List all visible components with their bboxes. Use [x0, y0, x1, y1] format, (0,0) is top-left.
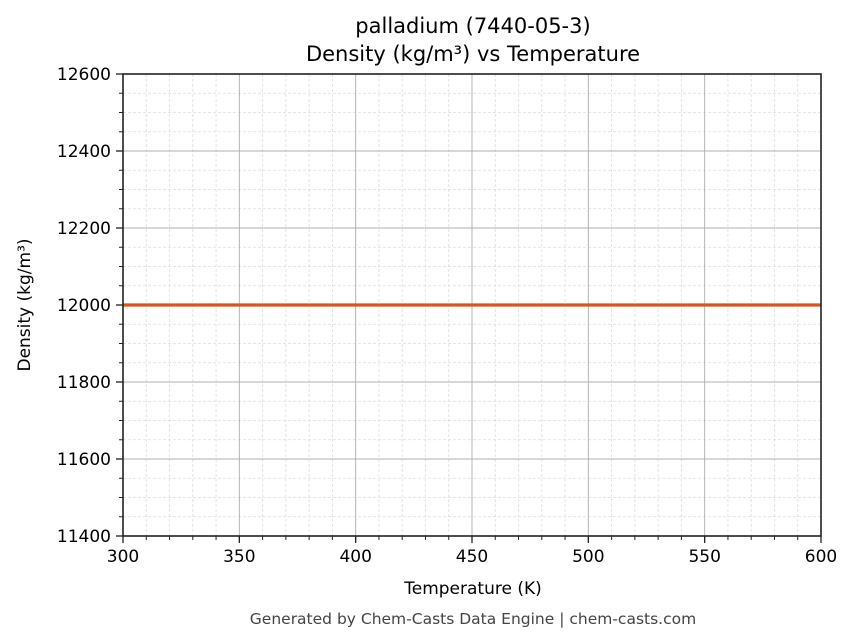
y-tick-label: 11400: [57, 527, 111, 547]
chart-title-line1: palladium (7440-05-3): [355, 14, 590, 38]
y-axis-label: Density (kg/m³): [15, 238, 35, 371]
x-axis-tick-labels: 300 350 400 450 500 550 600: [107, 547, 837, 567]
x-tick-label: 450: [456, 547, 488, 567]
y-axis-tick-labels: 11400 11600 11800 12000 12200 12400 12600: [57, 65, 111, 547]
plot-area: [116, 73, 822, 543]
chart-title-line2: Density (kg/m³) vs Temperature: [306, 42, 640, 66]
x-tick-label: 550: [688, 547, 720, 567]
y-tick-label: 11800: [57, 373, 111, 393]
y-tick-label: 12400: [57, 142, 111, 162]
axis-ticks: [116, 73, 822, 543]
x-tick-label: 300: [107, 547, 139, 567]
x-tick-label: 350: [223, 547, 255, 567]
x-tick-label: 600: [805, 547, 837, 567]
x-axis-label: Temperature (K): [403, 579, 542, 599]
y-tick-label: 12000: [57, 296, 111, 316]
x-tick-label: 400: [339, 547, 371, 567]
y-tick-label: 12200: [57, 219, 111, 239]
footer-credit: Generated by Chem-Casts Data Engine | ch…: [250, 610, 696, 628]
x-tick-label: 500: [572, 547, 604, 567]
y-tick-label: 12600: [57, 65, 111, 85]
y-tick-label: 11600: [57, 450, 111, 470]
